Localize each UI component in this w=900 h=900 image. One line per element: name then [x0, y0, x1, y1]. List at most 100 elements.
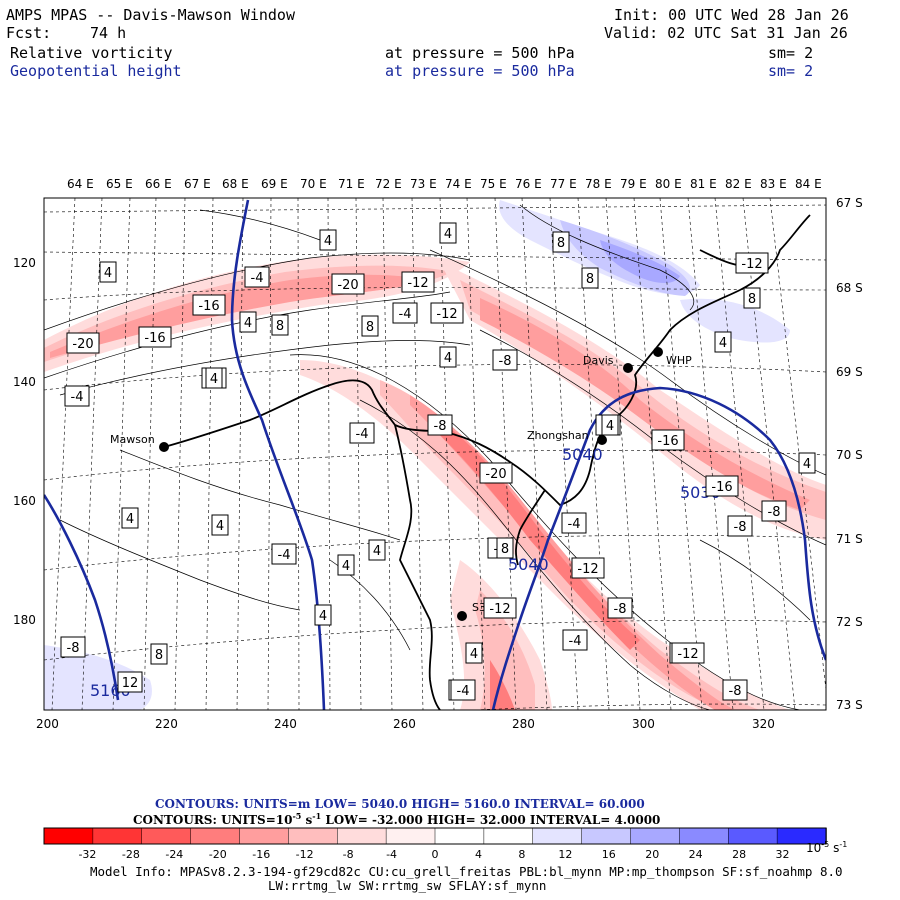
- vorticity-label-box: [401, 271, 435, 293]
- colorbar-segment: [337, 827, 387, 845]
- vorticity-label: 4: [324, 234, 332, 249]
- x-tick: 280: [512, 717, 535, 731]
- vorticity-label: 4: [606, 419, 614, 434]
- vorticity-label-box: [671, 642, 705, 664]
- vorticity-label: -8: [67, 641, 80, 656]
- vorticity-label-box: [211, 514, 229, 536]
- lon-label: 68 E: [222, 177, 249, 191]
- lat-label: 72 S: [836, 615, 863, 629]
- vorticity-label-box: [361, 315, 379, 337]
- right-latitude-labels: 67 S 68 S 69 S 70 S 71 S 72 S 73 S: [836, 196, 863, 712]
- x-tick: 240: [274, 717, 297, 731]
- vorticity-label: -12: [407, 276, 428, 291]
- x-tick: 220: [155, 717, 178, 731]
- vorticity-label-box: [319, 229, 337, 251]
- colorbar-segment: [434, 827, 485, 845]
- vorticity-label: -4: [569, 634, 582, 649]
- vorticity-label: 4: [444, 351, 452, 366]
- colorbar-tick: 28: [732, 848, 746, 861]
- lon-label: 72 E: [375, 177, 402, 191]
- colorbar-segment: [288, 827, 338, 845]
- station-label-davis: Davis: [583, 354, 614, 367]
- colorbar-units: 10-5 s-1: [806, 840, 847, 855]
- vorticity-label: 8: [155, 648, 163, 663]
- vorticity-label: -4: [356, 427, 369, 442]
- vorticity-label-box: [337, 554, 355, 576]
- x-axis-ticks: 200 220 240 260 280 300 320: [36, 717, 775, 731]
- vorticity-label-box: [651, 429, 685, 451]
- station-label-s3: S3: [472, 601, 486, 614]
- colorbar-segment: [483, 827, 534, 845]
- vorticity-label: -12: [741, 257, 762, 272]
- colorbar-tick: -32: [78, 848, 96, 861]
- vorticity-label-box: [271, 314, 289, 336]
- vorticity-label: 8: [586, 272, 594, 287]
- vorticity-label-box: [64, 385, 90, 407]
- colorbar-units-base: 10: [806, 841, 822, 855]
- vorticity-label-box: [743, 287, 761, 309]
- vorticity-label-box: [205, 367, 223, 389]
- field2-level: at pressure = 500 hPa: [385, 62, 575, 80]
- vorticity-label: -12: [489, 602, 510, 617]
- top-longitude-labels: 64 E 65 E 66 E 67 E 68 E 69 E 70 E 71 E …: [67, 177, 822, 191]
- colorbar-segment: [43, 827, 94, 845]
- station-dot-s3: [457, 611, 467, 621]
- lon-label: 78 E: [585, 177, 612, 191]
- lon-label: 76 E: [515, 177, 542, 191]
- vorticity-label-box: [439, 346, 457, 368]
- vorticity-label-box: [727, 515, 753, 537]
- init-time: Init: 00 UTC Wed 28 Jan 26: [614, 6, 849, 24]
- vorticity-label: -20: [72, 337, 93, 352]
- vorticity-label-box: [465, 642, 483, 664]
- station-dot-whp: [653, 347, 663, 357]
- colorbar-tick: -16: [252, 848, 270, 861]
- height-label: 5040: [508, 555, 549, 574]
- vorticity-label-box: [314, 604, 332, 626]
- vorticity-label: -4: [568, 517, 581, 532]
- colorbar-units-s: s: [829, 841, 840, 855]
- vorticity-label: 12: [122, 676, 139, 691]
- lat-label: 69 S: [836, 365, 863, 379]
- vorticity-label-box: [60, 636, 86, 658]
- vorticity-label-box: [117, 671, 143, 693]
- lon-label: 77 E: [550, 177, 577, 191]
- lon-label: 74 E: [445, 177, 472, 191]
- lon-label: 71 E: [338, 177, 365, 191]
- vorticity-label: -16: [657, 434, 678, 449]
- vorticity-label: -20: [485, 467, 506, 482]
- lat-label: 67 S: [836, 196, 863, 210]
- station-label-mawson: Mawson: [110, 433, 155, 446]
- vorticity-label: -8: [499, 354, 512, 369]
- vorticity-label-box: [496, 537, 514, 559]
- vorticity-label-box: [430, 302, 464, 324]
- vorticity-label: -8: [734, 520, 747, 535]
- vorticity-label-box: [581, 267, 599, 289]
- vorticity-label-box: [99, 261, 117, 283]
- vorticity-label: 4: [126, 512, 134, 527]
- colorbar-tick: 16: [602, 848, 616, 861]
- field2-name: Geopotential height: [10, 62, 182, 80]
- colorbar-units-exp: -5: [821, 840, 830, 849]
- vorticity-label: 4: [319, 609, 327, 624]
- field1-smoothing: sm= 2: [768, 44, 814, 62]
- contours-vorticity-info: CONTOURS: UNITS=10-5 s-1 LOW= -32.000 HI…: [133, 811, 660, 827]
- colorbar-tick: 0: [432, 848, 439, 861]
- vorticity-label-box: [552, 231, 570, 253]
- lon-label: 83 E: [760, 177, 787, 191]
- vorticity-label: -16: [198, 299, 219, 314]
- field2-smoothing: sm= 2: [768, 62, 814, 80]
- vorticity-label-box: [562, 629, 588, 651]
- vorticity-label: 8: [501, 542, 509, 557]
- contours-vorticity-rest: LOW= -32.000 HIGH= 32.000 INTERVAL= 4.00…: [321, 813, 661, 827]
- vorticity-label: -16: [711, 480, 732, 495]
- vorticity-label-box: [483, 597, 517, 619]
- forecast-hour: 74 h: [90, 24, 127, 42]
- vorticity-label-box: [66, 332, 100, 354]
- vorticity-label-box: [722, 679, 748, 701]
- station-dot-davis: [623, 363, 633, 373]
- vorticity-label-box: [331, 273, 365, 295]
- vorticity-label: 4: [210, 372, 218, 387]
- model-info-line2: LW:rrtmg_lw SW:rrtmg_sw SFLAY:sf_mynn: [268, 878, 547, 893]
- lon-label: 64 E: [67, 177, 94, 191]
